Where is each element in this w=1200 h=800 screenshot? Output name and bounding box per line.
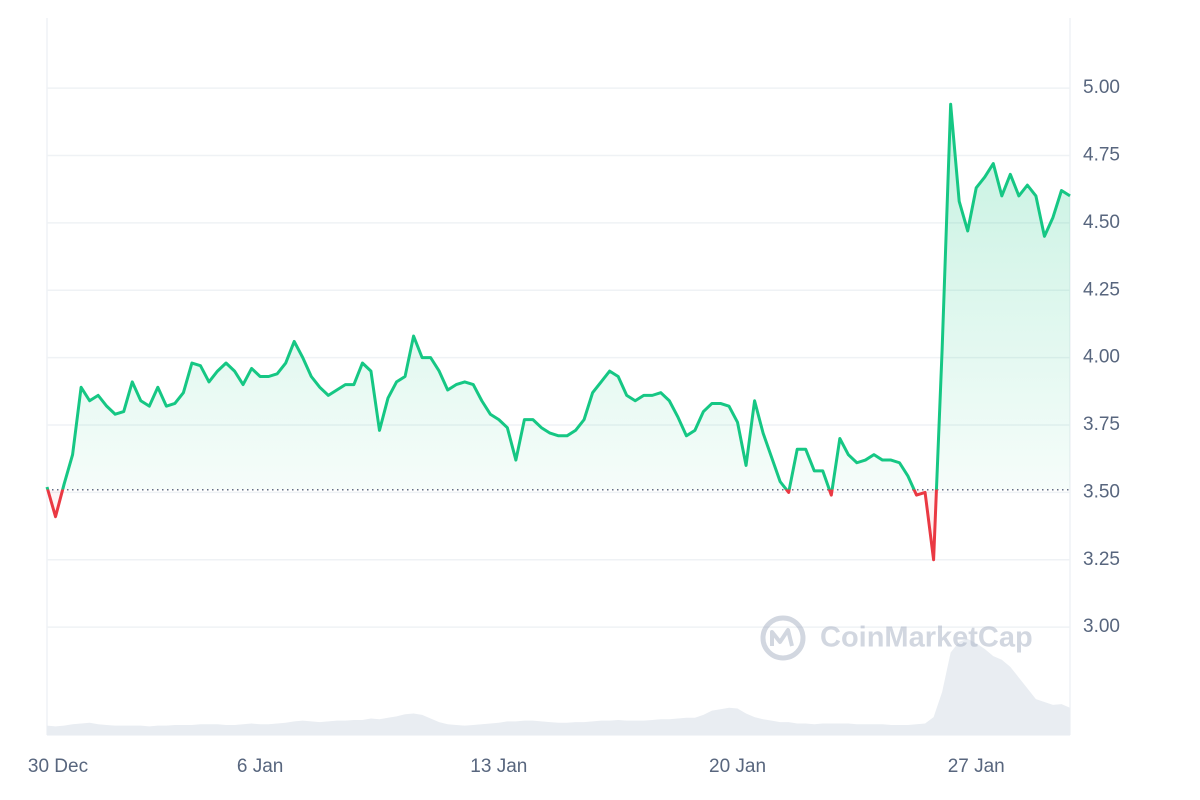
price-line — [45, 102, 1071, 562]
watermark-text: CoinMarketCap — [820, 622, 1033, 654]
watermark-logo-mark — [770, 628, 794, 647]
y-tick-label: 4.25 — [1083, 279, 1120, 300]
x-tick-label: 13 Jan — [470, 756, 527, 777]
y-tick-label: 3.00 — [1083, 616, 1120, 637]
y-tick-label: 4.00 — [1083, 347, 1120, 368]
x-tick-label: 20 Jan — [709, 756, 766, 777]
volume-area — [47, 638, 1070, 735]
y-tick-label: 3.50 — [1083, 481, 1120, 502]
y-tick-label: 3.75 — [1083, 414, 1120, 435]
y-tick-label: 4.50 — [1083, 212, 1120, 233]
watermark: CoinMarketCap — [760, 615, 1033, 661]
x-tick-label: 30 Dec — [28, 756, 88, 777]
y-tick-label: 5.00 — [1083, 77, 1120, 98]
y-tick-label: 3.25 — [1083, 549, 1120, 570]
price-area — [47, 104, 1070, 560]
watermark-logo — [760, 615, 806, 661]
y-tick-label: 4.75 — [1083, 144, 1120, 165]
x-tick-label: 6 Jan — [237, 756, 283, 777]
x-tick-label: 27 Jan — [948, 756, 1005, 777]
